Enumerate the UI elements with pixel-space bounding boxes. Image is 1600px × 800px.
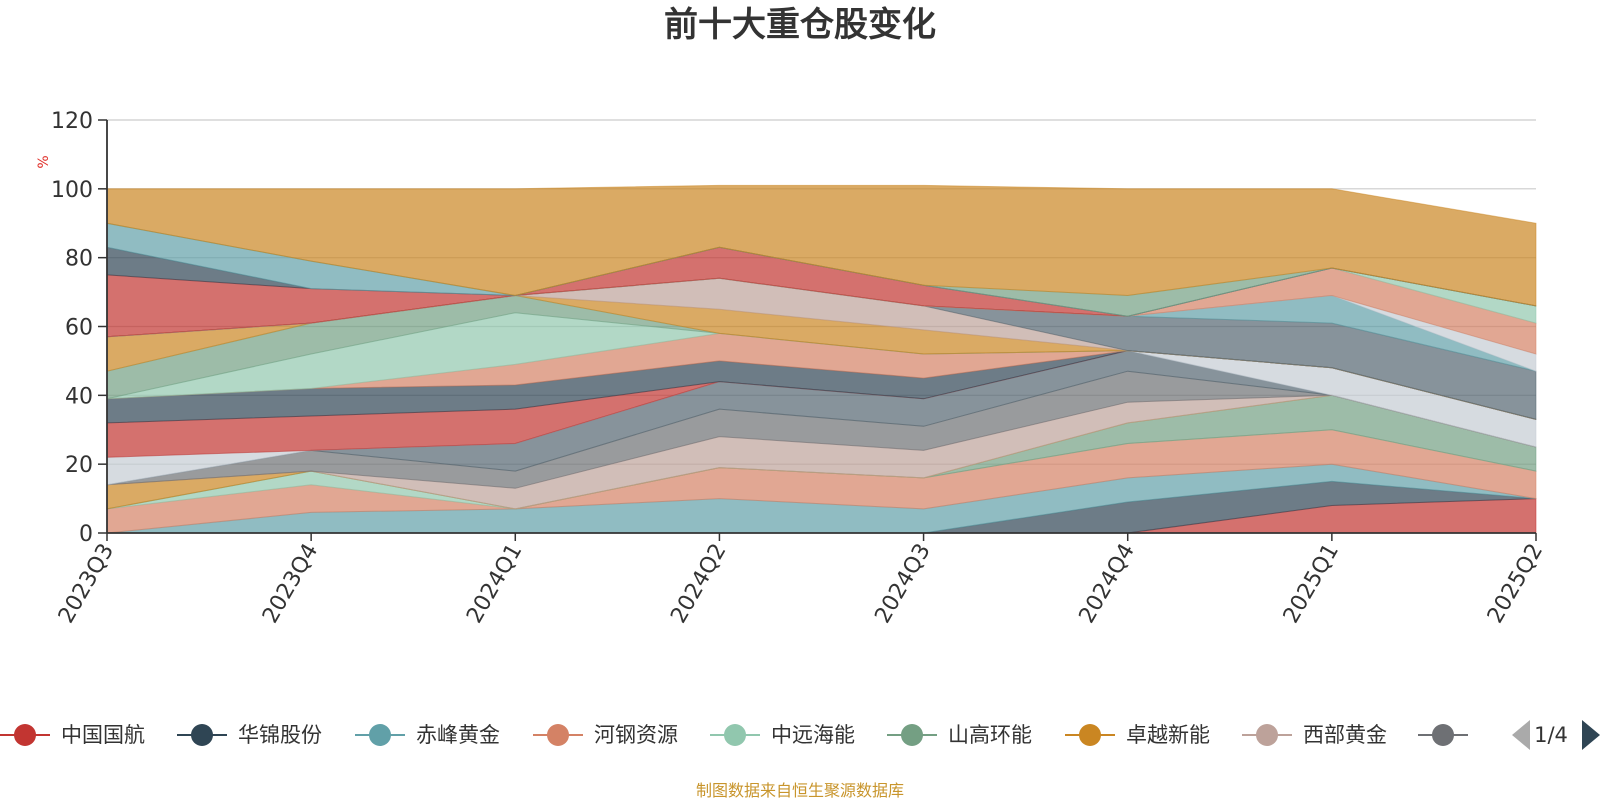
y-tick-label: 100 — [51, 178, 93, 203]
legend-page-indicator: 1/4 — [1534, 723, 1568, 747]
legend-item[interactable]: 中远海能 — [710, 723, 855, 747]
legend-marker — [1432, 724, 1454, 746]
legend-marker — [369, 724, 391, 746]
chart-title: 前十大重仓股变化 — [664, 5, 936, 45]
legend-label: 山高环能 — [948, 723, 1032, 747]
area-series-29 — [106, 184, 1537, 307]
y-tick-label: 80 — [65, 247, 93, 272]
triangle-right-icon[interactable] — [1582, 720, 1600, 750]
legend-pager: 1/4 — [1512, 720, 1600, 750]
y-tick-label: 60 — [65, 316, 93, 341]
legend-label: 赤峰黄金 — [416, 723, 500, 747]
legend-marker — [547, 724, 569, 746]
plot-area — [106, 184, 1537, 534]
legend-label: 华锦股份 — [238, 723, 322, 747]
legend-item[interactable]: 卓越新能 — [1065, 723, 1210, 747]
x-tick-label: 2024Q3 — [870, 540, 935, 628]
legend-marker — [1256, 724, 1278, 746]
x-tick-label: 2023Q4 — [258, 540, 323, 628]
y-axis-unit: % — [36, 155, 52, 168]
legend-item[interactable]: 山高环能 — [887, 723, 1032, 747]
legend-marker — [1079, 724, 1101, 746]
x-tick-label: 2025Q1 — [1279, 540, 1344, 628]
y-tick-label: 120 — [51, 109, 93, 134]
source-note: 制图数据来自恒生聚源数据库 — [696, 781, 904, 800]
y-tick-label: 0 — [79, 522, 93, 547]
legend-label: 河钢资源 — [594, 723, 678, 747]
legend-item[interactable]: 中国国航 — [0, 723, 145, 747]
legend-label: 卓越新能 — [1126, 723, 1210, 747]
legend-label: 中国国航 — [61, 723, 145, 747]
x-tick-label: 2023Q3 — [54, 540, 119, 628]
legend-marker — [724, 724, 746, 746]
legend-label: 中远海能 — [771, 723, 855, 747]
y-tick-label: 40 — [65, 384, 93, 409]
x-tick-label: 2025Q2 — [1483, 540, 1548, 628]
x-tick-label: 2024Q1 — [462, 540, 527, 628]
legend-item[interactable]: 西部黄金 — [1242, 723, 1387, 747]
legend-item[interactable]: 赤峰黄金 — [355, 723, 500, 747]
legend-item[interactable]: 华锦股份 — [177, 723, 322, 747]
legend-marker — [901, 724, 923, 746]
legend-marker — [191, 724, 213, 746]
legend-label: 西部黄金 — [1303, 723, 1387, 747]
legend-item[interactable] — [1418, 724, 1468, 746]
x-tick-label: 2024Q4 — [1075, 540, 1140, 628]
legend-item[interactable]: 河钢资源 — [533, 723, 678, 747]
triangle-left-icon[interactable] — [1512, 720, 1530, 750]
x-tick-label: 2024Q2 — [666, 540, 731, 628]
legend[interactable]: 中国国航 华锦股份 赤峰黄金 河钢资源 中远海能 山高环能 卓越新能 西部黄金 — [0, 723, 1468, 747]
y-tick-label: 20 — [65, 453, 93, 478]
legend-marker — [14, 724, 36, 746]
